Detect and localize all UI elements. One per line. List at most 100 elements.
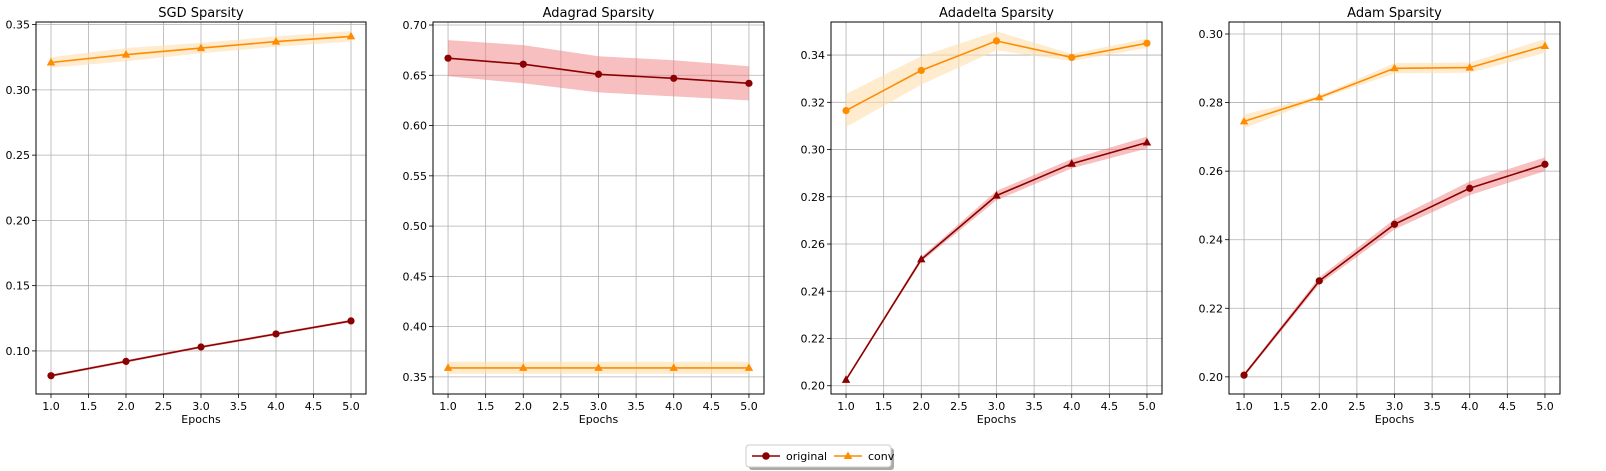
data-point-conv — [196, 43, 206, 52]
y-tick-label: 0.20 — [801, 380, 826, 393]
y-tick-label: 0.32 — [801, 96, 826, 109]
data-point-original — [197, 343, 205, 351]
x-tick-label: 2.5 — [155, 400, 173, 413]
x-tick-label: 3.0 — [1386, 400, 1404, 413]
data-point-conv — [669, 363, 678, 371]
grid — [1229, 22, 1560, 394]
x-tick-label: 3.5 — [627, 400, 645, 413]
data-point-conv — [1068, 53, 1076, 62]
x-tick-label: 4.0 — [1461, 400, 1479, 413]
y-tick-label: 0.28 — [1199, 97, 1224, 110]
data-point-conv — [519, 363, 528, 371]
x-tick-label: 4.0 — [267, 400, 285, 413]
confidence-band-original — [1244, 157, 1545, 377]
panels: 1.0 1.5 2.0 2.5 3.0 3.5 4.0 4.5 5.0 0.10 0.15 0.20 0… — [6, 6, 1561, 426]
y-tick-label: 0.22 — [801, 332, 826, 345]
data-point-conv — [1239, 116, 1249, 125]
chart-panel: 1.0 1.5 2.0 2.5 3.0 3.5 4.0 4.5 5.0 0.20 0.22 0.24 0… — [1199, 6, 1561, 426]
data-point-original — [594, 70, 603, 78]
data-point-conv — [121, 50, 131, 58]
grid — [36, 22, 366, 394]
x-tick-label: 4.5 — [703, 400, 721, 413]
data-point-original — [992, 191, 1001, 199]
legend-conv-marker — [843, 451, 853, 459]
x-tick-label: 3.0 — [192, 400, 210, 413]
x-tick-label: 2.5 — [1348, 400, 1366, 413]
x-tick-label: 1.0 — [42, 400, 60, 413]
legend-original-label: original — [786, 450, 827, 463]
x-tick-label: 3.5 — [1025, 400, 1043, 413]
y-tick-label: 0.45 — [403, 270, 428, 283]
y-tick-label: 0.28 — [801, 191, 826, 204]
x-axis-label: Epochs — [579, 413, 619, 426]
data-point-conv — [992, 37, 1001, 45]
y-tick-label: 0.35 — [6, 19, 31, 32]
data-point-original — [347, 317, 355, 325]
data-point-conv — [917, 66, 925, 75]
x-tick-label: 2.0 — [515, 400, 533, 413]
x-tick-label: 5.0 — [1536, 400, 1554, 413]
y-tick-label: 0.26 — [801, 238, 826, 251]
data-point-conv — [594, 363, 603, 371]
data-point-original — [917, 254, 926, 263]
data-point-original — [1390, 220, 1399, 228]
y-tick-label: 0.50 — [403, 220, 428, 233]
data-point-conv — [842, 106, 850, 115]
x-tick-label: 3.0 — [988, 400, 1006, 413]
data-point-original — [122, 357, 130, 365]
data-point-conv — [1540, 41, 1550, 49]
x-tick-label: 1.0 — [1235, 400, 1253, 413]
x-axis-label: Epochs — [1375, 413, 1415, 426]
chart-title: SGD Sparsity — [158, 6, 244, 21]
data-point-original — [272, 330, 280, 338]
y-tick-label: 0.30 — [6, 84, 31, 97]
data-point-conv — [46, 57, 56, 66]
data-point-conv — [1465, 63, 1474, 71]
data-point-original — [47, 372, 55, 380]
x-tick-label: 2.5 — [950, 400, 968, 413]
x-tick-label: 1.5 — [80, 400, 98, 413]
data-point-original — [1541, 160, 1549, 168]
data-point-conv — [346, 31, 356, 40]
x-tick-label: 1.5 — [1273, 400, 1291, 413]
x-tick-label: 2.0 — [117, 400, 135, 413]
y-tick-label: 0.20 — [6, 214, 31, 227]
x-tick-label: 4.5 — [1101, 400, 1119, 413]
data-point-conv — [271, 36, 281, 45]
legend-frame — [745, 444, 892, 468]
data-point-original — [444, 54, 452, 62]
x-tick-label: 2.5 — [552, 400, 570, 413]
data-point-conv — [1315, 92, 1324, 101]
data-point-conv — [1143, 39, 1151, 47]
y-tick-label: 0.30 — [801, 144, 826, 157]
x-axis-label: Epochs — [181, 413, 221, 426]
x-tick-label: 3.5 — [1423, 400, 1441, 413]
x-tick-label: 4.0 — [1063, 400, 1081, 413]
y-tick-label: 0.40 — [403, 321, 428, 334]
data-point-original — [1466, 184, 1474, 192]
x-axis-label: Epochs — [977, 413, 1017, 426]
chart-title: Adagrad Sparsity — [543, 6, 655, 21]
x-tick-label: 4.5 — [1499, 400, 1517, 413]
y-tick-label: 0.22 — [1199, 302, 1224, 315]
y-tick-label: 0.65 — [403, 69, 428, 82]
chart-title: Adam Sparsity — [1347, 6, 1442, 21]
legend-original-marker — [762, 452, 770, 460]
data-point-conv — [744, 363, 754, 371]
x-tick-label: 3.5 — [230, 400, 248, 413]
y-tick-label: 0.24 — [801, 285, 826, 298]
y-tick-label: 0.70 — [403, 19, 428, 32]
x-tick-label: 5.0 — [342, 400, 360, 413]
y-tick-label: 0.26 — [1199, 165, 1224, 178]
y-tick-label: 0.10 — [6, 345, 31, 358]
x-tick-label: 2.0 — [913, 400, 931, 413]
data-point-original — [841, 375, 851, 383]
x-tick-label: 5.0 — [1138, 400, 1156, 413]
chart-title: Adadelta Sparsity — [939, 6, 1054, 21]
x-tick-label: 2.0 — [1311, 400, 1329, 413]
confidence-band-original — [448, 40, 749, 101]
x-tick-label: 1.5 — [477, 400, 495, 413]
data-point-original — [519, 60, 527, 68]
data-point-original — [745, 79, 753, 87]
